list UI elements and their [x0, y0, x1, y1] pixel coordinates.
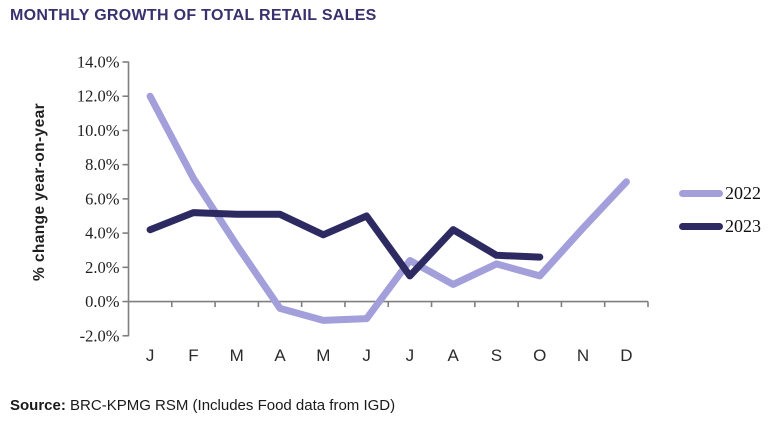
- x-month-label: N: [577, 346, 589, 365]
- legend-swatch-2023: [679, 223, 723, 230]
- x-month-label: J: [406, 346, 415, 365]
- chart-title: MONTHLY GROWTH OF TOTAL RETAIL SALES: [10, 7, 377, 24]
- y-tick-label: 4.0%: [85, 224, 120, 243]
- source-label: Source:: [10, 397, 66, 414]
- source-note: Source: BRC-KPMG RSM (Includes Food data…: [10, 397, 395, 414]
- x-month-label: J: [362, 346, 371, 365]
- x-month-label: J: [146, 346, 155, 365]
- y-tick-label: 8.0%: [85, 155, 120, 174]
- y-tick-label: 0.0%: [85, 292, 120, 311]
- x-month-label: M: [230, 346, 244, 365]
- chart-legend: 2022 2023: [679, 183, 761, 236]
- y-tick-label: 12.0%: [77, 87, 120, 106]
- x-month-label: A: [274, 346, 286, 365]
- x-month-label: M: [316, 346, 330, 365]
- x-month-label: O: [533, 346, 546, 365]
- source-text: BRC-KPMG RSM (Includes Food data from IG…: [65, 397, 396, 414]
- series-line-2022: [146, 92, 630, 324]
- y-tick-label: 2.0%: [85, 258, 120, 277]
- x-month-label: S: [491, 346, 502, 365]
- x-month-label: F: [188, 346, 198, 365]
- x-month-label: A: [448, 346, 460, 365]
- series-line-2023: [146, 209, 544, 280]
- legend-item-2022: 2022: [679, 183, 761, 203]
- y-tick-label: 10.0%: [77, 121, 120, 140]
- legend-label: 2023: [725, 216, 761, 236]
- legend-item-2023: 2023: [679, 216, 761, 236]
- legend-label: 2022: [725, 183, 761, 203]
- y-tick-label: -2.0%: [80, 326, 120, 345]
- y-tick-label: 6.0%: [85, 189, 120, 208]
- legend-swatch-2022: [679, 190, 723, 197]
- x-month-label: D: [620, 346, 632, 365]
- y-tick-label: 14.0%: [77, 53, 120, 72]
